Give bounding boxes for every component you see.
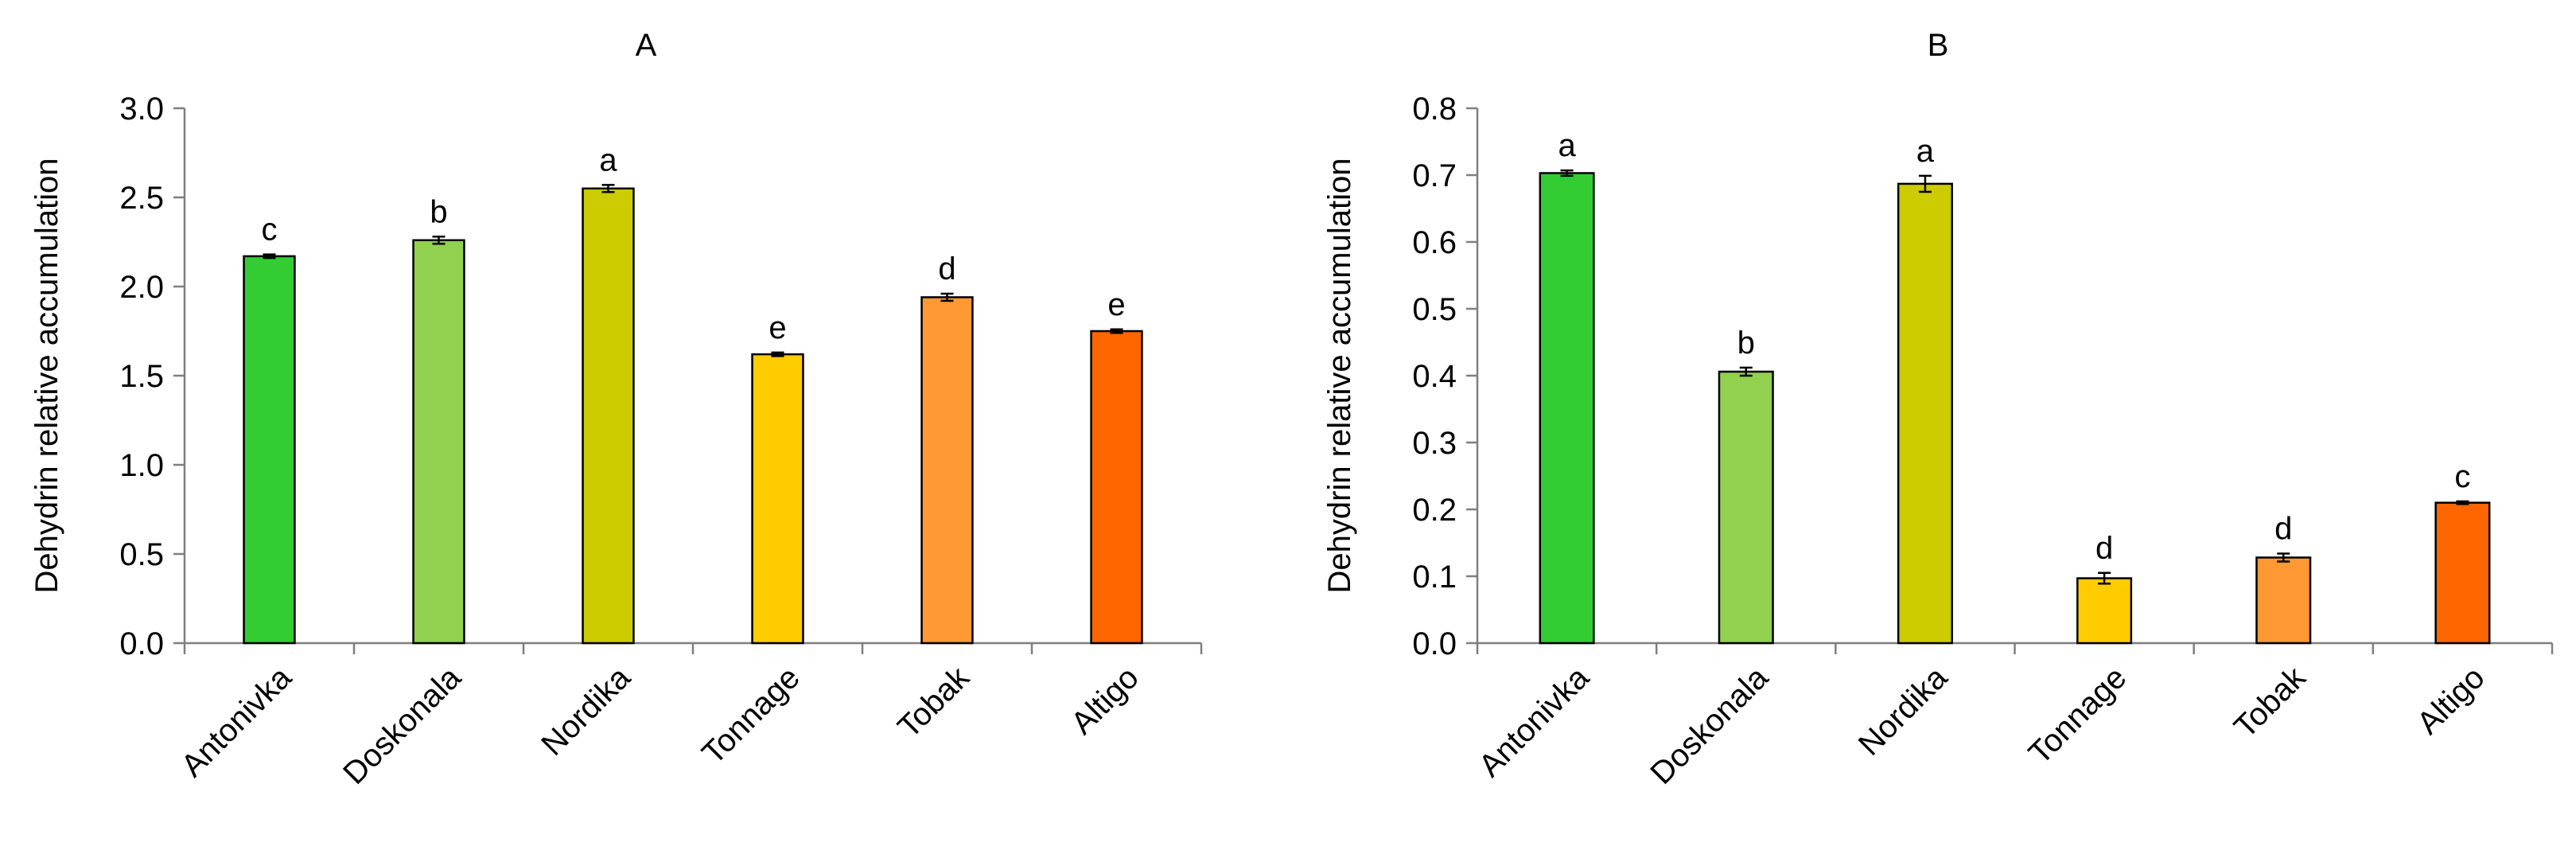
category-label-tonnage: Tonnage xyxy=(2022,660,2134,771)
significance-letter: b xyxy=(430,194,447,229)
y-tick-label: 0.0 xyxy=(119,626,164,661)
significance-letter: a xyxy=(1558,128,1576,163)
panel-title: B xyxy=(1928,28,1949,63)
y-axis-label: Dehydrin relative accumulation xyxy=(1322,158,1357,594)
y-axis-label: Dehydrin relative accumulation xyxy=(29,158,64,594)
significance-letter: a xyxy=(1916,134,1935,169)
category-label-altigo: Altigo xyxy=(1064,660,1146,741)
significance-letter: d xyxy=(2274,511,2292,546)
significance-letter: d xyxy=(2095,531,2113,566)
panel-title: A xyxy=(636,28,657,63)
y-tick-label: 0.0 xyxy=(1412,626,1457,661)
y-tick-label: 0.3 xyxy=(1412,426,1457,461)
y-tick-label: 3.0 xyxy=(119,92,164,127)
significance-letter: c xyxy=(262,213,278,248)
bar-antonivka xyxy=(243,255,296,645)
bar-antonivka xyxy=(1539,172,1595,645)
y-tick-label: 0.7 xyxy=(1412,158,1457,193)
category-label-doskonala: Doskonala xyxy=(337,660,468,791)
y-tick-label: 0.6 xyxy=(1412,225,1457,260)
y-tick-label: 2.5 xyxy=(119,181,164,216)
y-tick-label: 0.2 xyxy=(1412,493,1457,528)
bar-nordika xyxy=(582,187,635,645)
y-tick-label: 0.1 xyxy=(1412,560,1457,595)
y-tick-label: 0.4 xyxy=(1412,359,1457,394)
y-tick-label: 0.8 xyxy=(1412,92,1457,127)
significance-letter: e xyxy=(769,310,786,345)
bar-doskonala xyxy=(1718,370,1774,645)
category-label-tonnage: Tonnage xyxy=(695,660,807,771)
significance-letter: a xyxy=(599,142,617,177)
category-label-antonivka: Antonivka xyxy=(1473,660,1597,784)
y-tick-label: 1.0 xyxy=(119,448,164,483)
bar-doskonala xyxy=(412,239,465,645)
bar-nordika xyxy=(1897,182,1953,645)
significance-letter: d xyxy=(938,252,955,287)
significance-letter: b xyxy=(1737,326,1755,361)
bar-tobak xyxy=(2255,556,2312,645)
y-tick-label: 0.5 xyxy=(1412,292,1457,327)
category-label-doskonala: Doskonala xyxy=(1644,660,1775,791)
category-label-tobak: Tobak xyxy=(2228,660,2313,745)
bar-tobak xyxy=(920,296,974,645)
category-label-nordika: Nordika xyxy=(535,660,637,763)
bar-tonnage xyxy=(751,353,804,645)
panel-b: B Dehydrin relative accumulation 0.0 0.1 0.2… xyxy=(1322,28,2554,791)
bar-tonnage xyxy=(2076,577,2133,645)
category-label-antonivka: Antonivka xyxy=(175,660,299,784)
bar-altigo xyxy=(2434,501,2491,645)
significance-letter: c xyxy=(2454,459,2470,494)
y-tick-label: 0.5 xyxy=(119,537,164,572)
y-tick-label: 1.5 xyxy=(119,359,164,394)
significance-letter: e xyxy=(1107,287,1125,322)
category-label-altigo: Altigo xyxy=(2411,660,2492,741)
panel-a: A Dehydrin relative accumulation 0.0 0.5 1.0… xyxy=(29,28,1203,791)
category-label-nordika: Nordika xyxy=(1852,660,1955,763)
category-label-tobak: Tobak xyxy=(891,660,976,745)
bar-altigo xyxy=(1090,330,1143,645)
y-tick-label: 2.0 xyxy=(119,270,164,305)
